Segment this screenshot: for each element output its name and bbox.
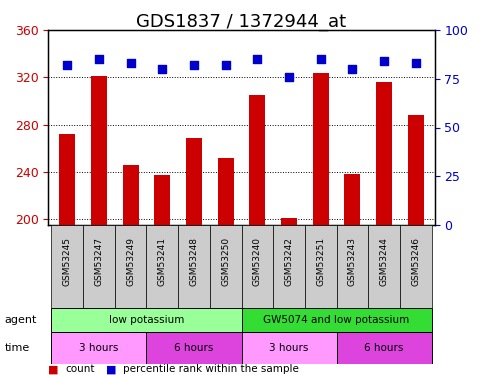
Bar xyxy=(218,158,234,225)
Bar xyxy=(344,174,360,225)
Text: GSM53250: GSM53250 xyxy=(221,237,230,286)
Text: GSM53248: GSM53248 xyxy=(189,237,199,286)
Point xyxy=(254,56,261,62)
Text: GSM53249: GSM53249 xyxy=(126,237,135,286)
FancyBboxPatch shape xyxy=(52,225,83,308)
Point xyxy=(127,60,134,66)
FancyBboxPatch shape xyxy=(400,225,431,308)
Bar xyxy=(59,134,75,225)
FancyBboxPatch shape xyxy=(337,225,368,308)
FancyBboxPatch shape xyxy=(146,332,242,364)
Bar xyxy=(123,165,139,225)
Bar xyxy=(91,76,107,225)
Bar xyxy=(186,138,202,225)
Text: 6 hours: 6 hours xyxy=(174,343,213,353)
FancyBboxPatch shape xyxy=(242,332,337,364)
Text: GSM53244: GSM53244 xyxy=(380,237,388,286)
Text: ■: ■ xyxy=(48,364,59,374)
Point xyxy=(349,66,356,72)
Text: 3 hours: 3 hours xyxy=(79,343,119,353)
Text: GSM53247: GSM53247 xyxy=(95,237,103,286)
Point xyxy=(190,62,198,68)
Point xyxy=(317,56,325,62)
FancyBboxPatch shape xyxy=(242,308,431,332)
FancyBboxPatch shape xyxy=(273,225,305,308)
Text: ■: ■ xyxy=(106,364,117,374)
Text: GSM53243: GSM53243 xyxy=(348,237,357,286)
Text: percentile rank within the sample: percentile rank within the sample xyxy=(123,364,299,374)
FancyBboxPatch shape xyxy=(242,225,273,308)
Text: GSM53240: GSM53240 xyxy=(253,237,262,286)
FancyBboxPatch shape xyxy=(368,225,400,308)
FancyBboxPatch shape xyxy=(52,332,146,364)
FancyBboxPatch shape xyxy=(146,225,178,308)
Text: GW5074 and low potassium: GW5074 and low potassium xyxy=(263,315,410,325)
Text: GDS1837 / 1372944_at: GDS1837 / 1372944_at xyxy=(136,13,347,31)
Bar xyxy=(281,218,297,225)
Point xyxy=(158,66,166,72)
Text: GSM53251: GSM53251 xyxy=(316,237,325,286)
Point xyxy=(285,74,293,80)
FancyBboxPatch shape xyxy=(305,225,337,308)
Point xyxy=(222,62,229,68)
Point xyxy=(412,60,420,66)
Bar xyxy=(249,95,265,225)
Point xyxy=(95,56,103,62)
Point xyxy=(380,58,388,64)
Text: time: time xyxy=(5,343,30,353)
Bar xyxy=(376,82,392,225)
FancyBboxPatch shape xyxy=(52,308,242,332)
FancyBboxPatch shape xyxy=(83,225,115,308)
Point xyxy=(63,62,71,68)
Text: 3 hours: 3 hours xyxy=(270,343,309,353)
FancyBboxPatch shape xyxy=(210,225,242,308)
FancyBboxPatch shape xyxy=(115,225,146,308)
Bar xyxy=(155,176,170,225)
Bar xyxy=(313,72,328,225)
FancyBboxPatch shape xyxy=(337,332,431,364)
Text: GSM53246: GSM53246 xyxy=(411,237,420,286)
Text: agent: agent xyxy=(5,315,37,325)
Text: GSM53242: GSM53242 xyxy=(284,237,294,286)
Text: low potassium: low potassium xyxy=(109,315,184,325)
Text: GSM53245: GSM53245 xyxy=(63,237,72,286)
Text: count: count xyxy=(65,364,95,374)
Text: 6 hours: 6 hours xyxy=(364,343,404,353)
Bar xyxy=(408,115,424,225)
Text: GSM53241: GSM53241 xyxy=(158,237,167,286)
FancyBboxPatch shape xyxy=(178,225,210,308)
